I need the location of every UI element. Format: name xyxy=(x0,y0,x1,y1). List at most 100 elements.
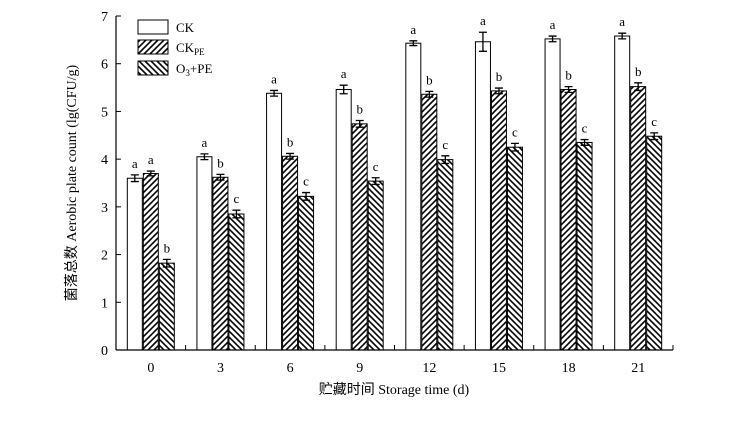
y-tick-label: 5 xyxy=(101,105,108,120)
error-bar-s1-c0 xyxy=(146,170,155,177)
bar-s2-c3 xyxy=(367,180,384,351)
bar-s2-c6 xyxy=(576,141,593,351)
error-bar-s1-c3 xyxy=(355,119,364,128)
significance-label-s2-c4: c xyxy=(442,137,448,152)
legend-swatch-o3pe xyxy=(137,60,169,76)
bar-s0-c4 xyxy=(405,42,422,351)
error-bar-s2-c2 xyxy=(302,191,311,201)
bar-s0-c0 xyxy=(126,177,143,351)
legend: CK CKPE O3+PE xyxy=(137,19,212,78)
bar-s0-c3 xyxy=(335,88,352,351)
y-tick-label: 1 xyxy=(101,296,108,311)
error-bar-s2-c6 xyxy=(580,138,589,146)
y-tick-label: 4 xyxy=(101,153,108,168)
bar-s2-c1 xyxy=(228,213,245,351)
significance-label-s0-c6: a xyxy=(550,17,556,32)
significance-label-s0-c7: a xyxy=(619,14,625,29)
x-tick-label: 9 xyxy=(356,361,363,376)
significance-label-s0-c0: a xyxy=(132,156,138,171)
y-axis-title: 菌落总数 Aerobic plate count (lg(CFU/g) xyxy=(64,64,80,301)
significance-label-s1-c3: b xyxy=(356,101,363,116)
error-bar-s0-c5 xyxy=(478,31,487,52)
bar-s2-c7 xyxy=(646,135,663,351)
x-axis-title: 贮藏时间 Storage time (d) xyxy=(319,382,470,398)
error-bar-s2-c5 xyxy=(510,142,519,152)
error-bar-s2-c7 xyxy=(650,132,659,141)
legend-label-ck: CK xyxy=(176,20,195,35)
bar-s0-c2 xyxy=(266,92,283,351)
significance-label-s0-c1: a xyxy=(202,135,208,150)
error-bar-s1-c7 xyxy=(634,82,643,92)
y-tick-label: 7 xyxy=(101,10,108,25)
error-bar-s0-c3 xyxy=(339,84,348,95)
error-bar-s2-c0 xyxy=(162,258,171,268)
bar-s2-c0 xyxy=(158,262,175,351)
significance-label-s0-c4: a xyxy=(410,22,416,37)
error-bar-s1-c1 xyxy=(216,173,225,181)
bar-s1-c5 xyxy=(490,90,507,351)
significance-label-s1-c5: b xyxy=(496,69,503,84)
bar-s0-c7 xyxy=(614,35,631,351)
legend-label-ckpe: CKPE xyxy=(176,40,205,57)
bar-s1-c2 xyxy=(282,155,299,351)
error-bar-s0-c0 xyxy=(130,174,139,183)
bar-s0-c6 xyxy=(544,38,561,351)
significance-label-s2-c5: c xyxy=(512,124,518,139)
x-tick-label: 21 xyxy=(631,361,645,376)
x-tick-label: 12 xyxy=(422,361,436,376)
legend-label-o3pe: O3+PE xyxy=(176,61,212,78)
error-bar-s0-c7 xyxy=(618,32,627,40)
error-bar-s1-c2 xyxy=(286,152,295,160)
error-bar-s0-c6 xyxy=(548,35,557,43)
error-bar-s0-c4 xyxy=(409,40,418,47)
bar-s2-c5 xyxy=(506,146,523,351)
error-bar-s1-c5 xyxy=(494,87,503,95)
error-bar-s0-c1 xyxy=(200,153,209,161)
error-bar-s1-c4 xyxy=(425,90,434,98)
significance-label-s1-c6: b xyxy=(565,68,572,83)
error-bar-s1-c6 xyxy=(564,85,573,93)
x-tick-label: 15 xyxy=(492,361,506,376)
significance-label-s1-c1: b xyxy=(217,155,224,170)
bar-s1-c6 xyxy=(560,88,577,351)
bar-s0-c5 xyxy=(474,41,491,351)
error-bar-s0-c2 xyxy=(270,89,279,97)
bar-s2-c4 xyxy=(437,159,454,351)
significance-label-s0-c3: a xyxy=(341,66,347,81)
significance-label-s1-c2: b xyxy=(287,134,294,149)
y-tick-label: 6 xyxy=(101,58,108,73)
significance-label-s1-c4: b xyxy=(426,72,433,87)
bar-s2-c2 xyxy=(298,195,315,351)
bar-s1-c7 xyxy=(630,86,647,351)
error-bar-s2-c3 xyxy=(371,177,380,186)
significance-label-s2-c1: c xyxy=(234,191,240,206)
bar-s1-c1 xyxy=(212,176,229,351)
significance-label-s2-c0: b xyxy=(164,240,171,255)
significance-label-s2-c3: c xyxy=(373,159,379,174)
y-tick-label: 2 xyxy=(101,249,108,264)
significance-label-s2-c2: c xyxy=(303,174,309,189)
error-bar-s2-c1 xyxy=(232,209,241,219)
x-tick-label: 0 xyxy=(147,361,154,376)
bar-s1-c4 xyxy=(421,93,438,351)
y-tick-label: 3 xyxy=(101,201,108,216)
bar-s0-c1 xyxy=(196,156,213,351)
error-bar-s2-c4 xyxy=(441,155,450,165)
significance-label-s0-c2: a xyxy=(271,71,277,86)
legend-swatch-ck xyxy=(137,19,169,35)
significance-label-s1-c0: a xyxy=(148,152,154,167)
bar-s1-c0 xyxy=(142,172,159,351)
legend-swatch-ckpe xyxy=(137,39,169,55)
significance-label-s2-c6: c xyxy=(582,121,588,136)
significance-label-s2-c7: c xyxy=(651,114,657,129)
x-tick-label: 6 xyxy=(287,361,294,376)
bar-s1-c3 xyxy=(351,123,368,351)
x-tick-label: 3 xyxy=(217,361,224,376)
significance-label-s0-c5: a xyxy=(480,13,486,28)
x-tick-label: 18 xyxy=(562,361,576,376)
significance-label-s1-c7: b xyxy=(635,64,642,79)
y-tick-label: 0 xyxy=(101,344,108,359)
